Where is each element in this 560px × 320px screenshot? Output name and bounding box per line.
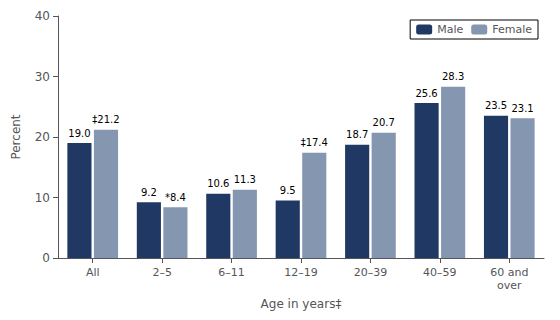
- svg-text:40: 40: [35, 9, 50, 23]
- svg-text:2–5: 2–5: [152, 266, 172, 279]
- svg-text:18.7: 18.7: [346, 129, 368, 140]
- svg-text:9.2: 9.2: [141, 187, 157, 198]
- svg-text:Male: Male: [437, 23, 463, 36]
- svg-text:‡21.2: ‡21.2: [92, 114, 119, 125]
- svg-text:60 and: 60 and: [490, 266, 528, 279]
- svg-text:40–59: 40–59: [423, 266, 457, 279]
- svg-text:9.5: 9.5: [280, 185, 296, 196]
- svg-text:12–19: 12–19: [284, 266, 318, 279]
- svg-text:Age in years‡: Age in years‡: [261, 297, 342, 311]
- svg-text:10: 10: [35, 191, 50, 205]
- svg-text:30: 30: [35, 70, 50, 84]
- svg-text:10.6: 10.6: [207, 178, 229, 189]
- svg-text:11.3: 11.3: [234, 174, 256, 185]
- svg-text:20.7: 20.7: [373, 117, 395, 128]
- svg-text:23.1: 23.1: [511, 103, 533, 114]
- svg-text:28.3: 28.3: [442, 71, 464, 82]
- svg-text:*8.4: *8.4: [165, 192, 186, 203]
- svg-text:All: All: [86, 266, 100, 279]
- svg-text:Percent: Percent: [9, 114, 23, 159]
- svg-text:over: over: [497, 279, 522, 292]
- svg-text:Female: Female: [492, 23, 532, 36]
- svg-text:25.6: 25.6: [415, 88, 437, 99]
- svg-text:23.5: 23.5: [485, 100, 507, 111]
- svg-text:‡17.4: ‡17.4: [301, 137, 328, 148]
- svg-text:20–39: 20–39: [354, 266, 388, 279]
- svg-text:6–11: 6–11: [218, 266, 245, 279]
- svg-text:0: 0: [42, 251, 50, 265]
- svg-text:20: 20: [35, 130, 50, 144]
- svg-text:19.0: 19.0: [68, 128, 90, 139]
